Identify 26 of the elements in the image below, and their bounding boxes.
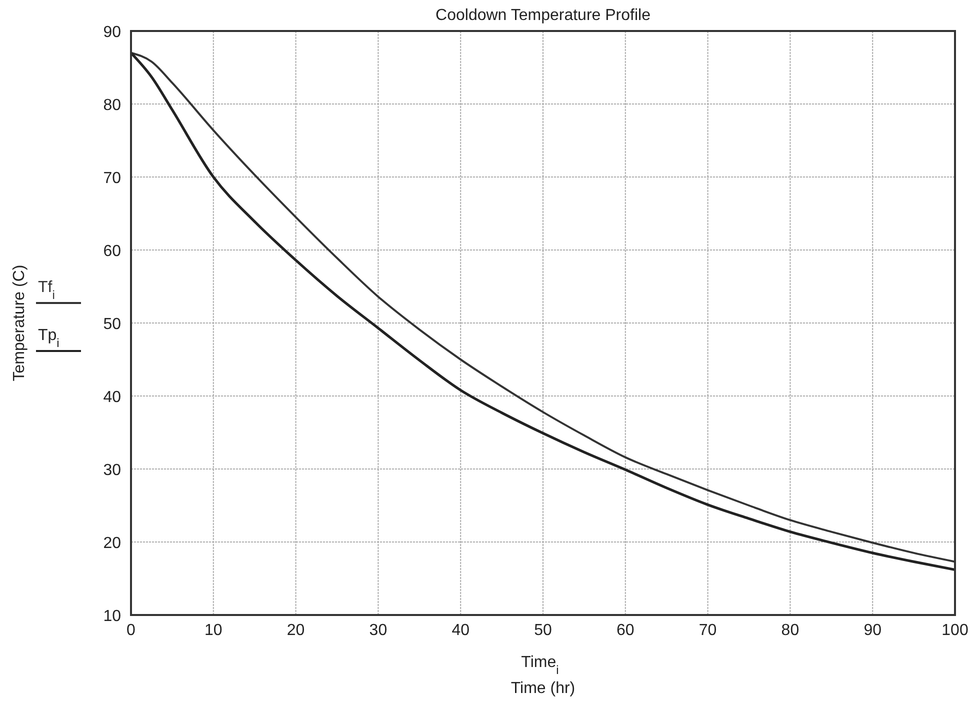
x-tick-label: 80 [781, 622, 800, 639]
y-tick-label: 30 [103, 462, 122, 479]
x-tick-label: 60 [616, 622, 634, 639]
x-tick-label: 90 [864, 622, 882, 639]
x-tick-label: 30 [369, 622, 388, 639]
chart-title: Cooldown Temperature Profile [436, 7, 651, 24]
x-tick-label: 10 [204, 622, 222, 639]
x-tick-label: 100 [942, 622, 968, 639]
y-tick-label: 20 [103, 535, 122, 552]
y-tick-label: 80 [103, 97, 122, 114]
y-tick-label: 70 [103, 170, 122, 187]
y-tick-label: 10 [103, 608, 122, 625]
x-axis-title: Time (hr) [510, 680, 576, 697]
y-tick-label: 60 [103, 243, 122, 260]
x-tick-label: 70 [698, 622, 717, 639]
y-tick-label: 40 [103, 389, 122, 406]
x-tick-label: 40 [452, 622, 470, 639]
text: Time$_{i}$ [521, 654, 559, 677]
x-tick-label: 50 [534, 622, 552, 639]
y-tick-label: 90 [103, 24, 122, 41]
x-tick-label: 0 [126, 622, 136, 639]
y-axis-title: Temperature (C) [11, 264, 28, 382]
text: Tp$_{i}$ [38, 327, 60, 350]
x-tick-label: 20 [286, 622, 305, 639]
text: Tf$_{i}$ [38, 279, 55, 302]
y-tick-label: 50 [103, 316, 122, 333]
